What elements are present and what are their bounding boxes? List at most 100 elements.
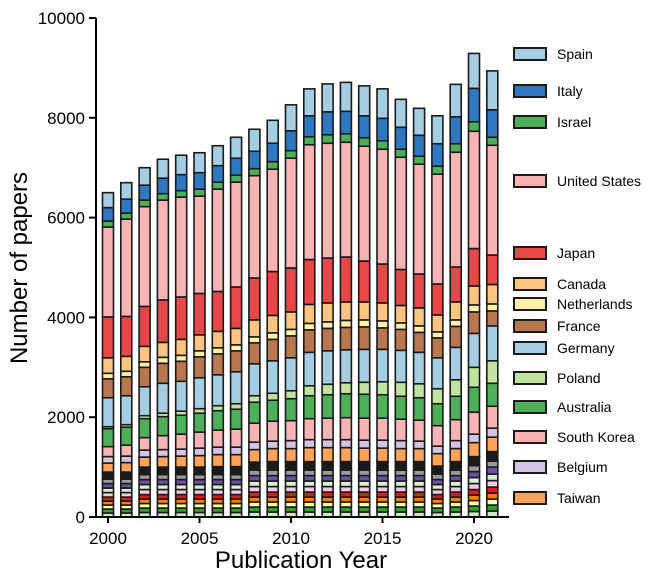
- bar-segment-canada-2001: [120, 355, 133, 373]
- bar-segment-spain-2008: [248, 128, 261, 153]
- bar-segment-series-17-2013: [339, 480, 353, 488]
- bar-stack-2010: [284, 104, 298, 518]
- bar-segment-series-14-2021: [485, 450, 499, 462]
- bar-segment-south-korea-2020: [467, 411, 481, 435]
- bar-segment-japan-2021: [485, 254, 499, 286]
- bar-segment-italy-2004: [174, 173, 188, 192]
- y-tick-label-2000: 2000: [47, 408, 85, 427]
- bar-stack-2017: [412, 107, 426, 518]
- x-tick-label-2015: 2015: [364, 529, 402, 548]
- bar-segment-south-korea-2005: [193, 431, 206, 449]
- bar-segment-taiwan-2004: [174, 455, 188, 468]
- bar-segment-series-16-2013: [339, 474, 353, 482]
- bar-segment-taiwan-2017: [412, 447, 426, 463]
- bar-segment-belgium-2017: [412, 440, 426, 450]
- bar-segment-japan-2018: [431, 283, 444, 316]
- bar-segment-australia-2018: [431, 402, 444, 427]
- bar-segment-japan-2011: [302, 258, 316, 306]
- bar-segment-south-korea-2003: [156, 434, 170, 451]
- bar-segment-belgium-2011: [302, 438, 316, 449]
- bar-stack-2015: [376, 88, 389, 518]
- bar-segment-south-korea-2018: [431, 424, 444, 447]
- bar-segment-taiwan-2002: [138, 456, 151, 468]
- legend-label-belgium: Belgium: [557, 459, 608, 475]
- bar-segment-series-22-2020: [467, 505, 481, 513]
- bar-segment-israel-2021: [485, 136, 499, 147]
- bar-segment-taiwan-2012: [321, 446, 334, 463]
- bar-segment-netherlands-2011: [302, 322, 316, 331]
- bar-segment-canada-2014: [357, 301, 371, 321]
- bar-segment-israel-2016: [394, 148, 408, 159]
- bar-stack-2007: [229, 136, 243, 518]
- bar-segment-france-2013: [339, 326, 353, 351]
- bar-segment-spain-2006: [211, 144, 225, 167]
- bar-segment-israel-2013: [339, 132, 353, 144]
- bar-segment-netherlands-2014: [357, 319, 371, 328]
- legend-swatch-united-states: [513, 174, 547, 188]
- bar-segment-australia-2014: [357, 393, 371, 420]
- bar-segment-united-states-2010: [284, 157, 298, 269]
- bar-segment-france-2014: [357, 326, 371, 351]
- bar-segment-taiwan-2000: [101, 462, 115, 473]
- bar-segment-canada-2018: [431, 314, 444, 333]
- y-ticks: 0 2000 4000 6000 8000 10000: [38, 9, 96, 527]
- bar-segment-series-18-2008: [248, 485, 261, 493]
- bar-segment-canada-2010: [284, 311, 298, 331]
- bar-segment-israel-2000: [101, 220, 115, 228]
- bar-segment-israel-2008: [248, 167, 261, 177]
- bar-segment-series-15-2017: [412, 469, 426, 477]
- bar-segment-germany-2018: [431, 357, 444, 390]
- bar-segment-japan-2012: [321, 257, 334, 304]
- bar-segment-italy-2005: [193, 171, 206, 190]
- bar-segment-italy-2001: [120, 198, 133, 214]
- bar-segment-south-korea-2001: [120, 444, 133, 457]
- bar-segment-italy-2007: [229, 157, 243, 176]
- bar-segment-series-19-2020: [467, 488, 481, 496]
- bar-segment-japan-2000: [101, 316, 115, 359]
- bar-segment-belgium-2002: [138, 449, 151, 458]
- bar-segment-south-korea-2011: [302, 417, 316, 441]
- bar-segment-australia-2011: [302, 394, 316, 420]
- bar-segment-spain-2012: [321, 83, 334, 113]
- bar-segment-spain-2015: [376, 88, 389, 120]
- bar-segment-france-2021: [485, 310, 499, 327]
- bar-segment-canada-2020: [467, 285, 481, 306]
- bar-segment-japan-2020: [467, 247, 481, 287]
- bar-segment-series-14-2017: [412, 460, 426, 471]
- bar-stack-2006: [211, 144, 225, 518]
- bar-segment-belgium-2021: [485, 427, 499, 438]
- bar-segment-france-2001: [120, 375, 133, 397]
- bar-segment-japan-2004: [174, 296, 188, 341]
- bar-stack-2008: [248, 128, 261, 518]
- bar-segment-series-14-2004: [174, 466, 188, 476]
- bar-segment-taiwan-2018: [431, 452, 444, 467]
- bar-segment-series-14-2005: [193, 466, 206, 476]
- bar-segment-netherlands-2021: [485, 303, 499, 312]
- bar-segment-australia-2006: [211, 409, 225, 431]
- bar-stack-2009: [266, 119, 280, 518]
- bar-segment-series-17-2014: [357, 480, 371, 488]
- bar-segment-poland-2011: [302, 384, 316, 397]
- legend-swatch-netherlands: [513, 297, 547, 311]
- bar-segment-italy-2011: [302, 115, 316, 138]
- bar-segment-israel-2005: [193, 188, 206, 197]
- bar-segment-series-15-2015: [376, 469, 389, 477]
- x-tick-label-2005: 2005: [181, 529, 219, 548]
- bar-segment-australia-2021: [485, 382, 499, 408]
- bar-segment-australia-2001: [120, 426, 133, 446]
- bar-segment-belgium-2003: [156, 448, 170, 458]
- legend-swatch-germany: [513, 341, 547, 355]
- legend-swatch-israel: [513, 115, 547, 129]
- bar-segment-italy-2015: [376, 117, 389, 142]
- bar-segment-taiwan-2015: [376, 447, 389, 463]
- bar-segment-belgium-2014: [357, 439, 371, 449]
- bar-segment-italy-2016: [394, 126, 408, 151]
- bar-segment-netherlands-2002: [138, 361, 151, 369]
- bar-segment-spain-2013: [339, 81, 353, 113]
- bar-stack-2005: [193, 151, 206, 518]
- bar-segment-series-15-2008: [248, 469, 261, 477]
- bar-segment-japan-2014: [357, 260, 371, 303]
- bar-segment-france-2016: [394, 328, 408, 352]
- bar-segment-germany-2001: [120, 394, 133, 426]
- x-tick-label-2020: 2020: [455, 529, 493, 548]
